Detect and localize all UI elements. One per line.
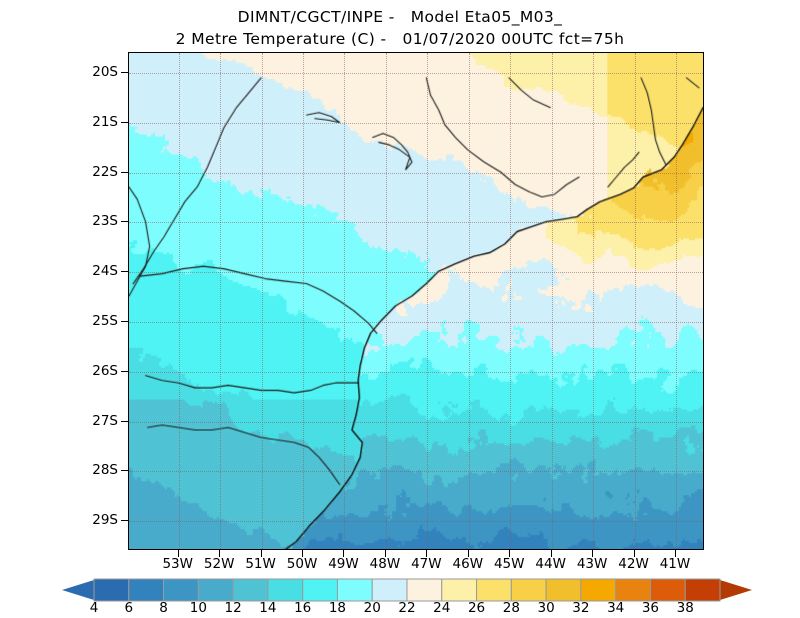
colorbar-segment <box>128 578 165 602</box>
longitude-tick-label: 45W <box>493 556 525 572</box>
latitude-tick-label: 21S <box>92 113 118 130</box>
longitude-tick-mark <box>674 550 676 557</box>
colorbar-segment <box>371 578 408 602</box>
latitude-tick-mark <box>121 520 128 522</box>
figure-title: DIMNT/CGCT/INPE - Model Eta05_M03_ 2 Met… <box>0 6 800 50</box>
title-line-1: DIMNT/CGCT/INPE - Model Eta05_M03_ <box>237 8 563 26</box>
longitude-tick-mark <box>302 550 304 557</box>
colorbar-segment <box>302 578 338 602</box>
latitude-tick-label: 20S <box>92 63 118 80</box>
longitude-tick-mark <box>384 550 386 557</box>
colorbar-segment <box>580 578 617 602</box>
longitude-tick-mark <box>219 550 221 557</box>
colorbar-tick-label: 14 <box>259 600 277 616</box>
colorbar-tick-label: 26 <box>467 600 486 616</box>
colorbar-tick-labels: 4 6 8 10 12 14 16 18 20 22 24 26 28 30 32 34 36 38 <box>0 600 800 618</box>
colorbar-segment <box>510 578 547 602</box>
colorbar-segment <box>163 578 199 602</box>
longitude-tick-label: 51W <box>245 556 276 572</box>
longitude-tick-mark <box>633 550 635 557</box>
longitude-tick-label: 49W <box>328 556 359 572</box>
longitude-tick-label: 52W <box>203 556 235 572</box>
longitude-tick-label: 47W <box>411 556 442 572</box>
colorbar-tick-label: 34 <box>607 600 625 616</box>
longitude-tick-label: 44W <box>535 556 566 572</box>
colorbar-tick-label: 6 <box>124 600 134 616</box>
latitude-tick-label: 29S <box>92 512 118 529</box>
colorbar-tick-label: 10 <box>189 600 207 616</box>
longitude-tick-label: 50W <box>286 556 318 572</box>
colorbar-tick-label: 30 <box>537 600 555 616</box>
colorbar-segment <box>232 578 269 602</box>
colorbar-tick-label: 20 <box>363 600 381 616</box>
colorbar-segment <box>406 578 443 602</box>
latitude-tick-mark <box>121 370 128 372</box>
colorbar-segment <box>336 578 373 602</box>
longitude-tick-mark <box>260 550 262 557</box>
colorbar-segment <box>649 578 686 602</box>
colorbar-tick-label: 24 <box>433 600 451 616</box>
temperature-colorbar <box>62 578 752 602</box>
colorbar-segment <box>545 578 582 602</box>
colorbar-tick-label: 38 <box>676 600 694 616</box>
latitude-tick-label: 26S <box>92 362 118 379</box>
latitude-tick-mark <box>121 320 128 322</box>
colorbar-tick-label: 28 <box>502 600 520 616</box>
temperature-field-canvas <box>129 53 703 549</box>
colorbar-segment <box>267 578 304 602</box>
colorbar-under-arrow <box>62 580 94 600</box>
colorbar-tick-label: 36 <box>641 600 660 616</box>
colorbar-tick-label: 4 <box>89 600 99 616</box>
latitude-tick-mark <box>121 121 128 123</box>
latitude-tick-label: 27S <box>92 412 118 429</box>
colorbar-segment <box>684 578 721 602</box>
latitude-tick-label: 22S <box>92 163 118 180</box>
latitude-tick-mark <box>121 470 128 472</box>
longitude-tick-label: 46W <box>452 556 484 572</box>
colorbar-tick-label: 18 <box>328 600 347 616</box>
longitude-tick-label: 43W <box>576 556 608 572</box>
longitude-tick-label: 42W <box>618 556 649 572</box>
latitude-tick-mark <box>121 221 128 223</box>
longitude-tick-mark <box>592 550 594 557</box>
colorbar-tick-label: 8 <box>159 600 168 616</box>
longitude-tick-label: 41W <box>659 556 691 572</box>
longitude-tick-mark <box>177 550 179 557</box>
longitude-tick-mark <box>550 550 552 557</box>
colorbar-segment <box>615 578 651 602</box>
latitude-tick-label: 23S <box>92 213 118 230</box>
longitude-tick-mark <box>343 550 345 557</box>
colorbar-segment <box>93 578 130 602</box>
colorbar-segment <box>441 578 478 602</box>
latitude-tick-mark <box>121 271 128 273</box>
colorbar-tick-label: 32 <box>572 600 590 616</box>
colorbar-swatches <box>62 578 752 602</box>
longitude-tick-label: 53W <box>162 556 193 572</box>
latitude-tick-label: 24S <box>92 263 118 280</box>
colorbar-tick-label: 12 <box>224 600 242 616</box>
longitude-tick-mark <box>426 550 428 557</box>
longitude-tick-label: 48W <box>369 556 401 572</box>
latitude-tick-mark <box>121 71 128 73</box>
colorbar-tick-label: 22 <box>398 600 416 616</box>
colorbar-segment <box>197 578 234 602</box>
longitude-tick-mark <box>509 550 511 557</box>
latitude-tick-mark <box>121 420 128 422</box>
colorbar-segment <box>476 578 512 602</box>
latitude-tick-mark <box>121 171 128 173</box>
latitude-tick-label: 28S <box>92 462 118 479</box>
colorbar-over-arrow <box>720 580 752 600</box>
latitude-tick-label: 25S <box>92 312 118 329</box>
colorbar-tick-label: 16 <box>294 600 312 616</box>
map-plot-area <box>128 52 704 550</box>
longitude-tick-mark <box>467 550 469 557</box>
title-line-2: 2 Metre Temperature (C) - 01/07/2020 00U… <box>175 30 625 48</box>
